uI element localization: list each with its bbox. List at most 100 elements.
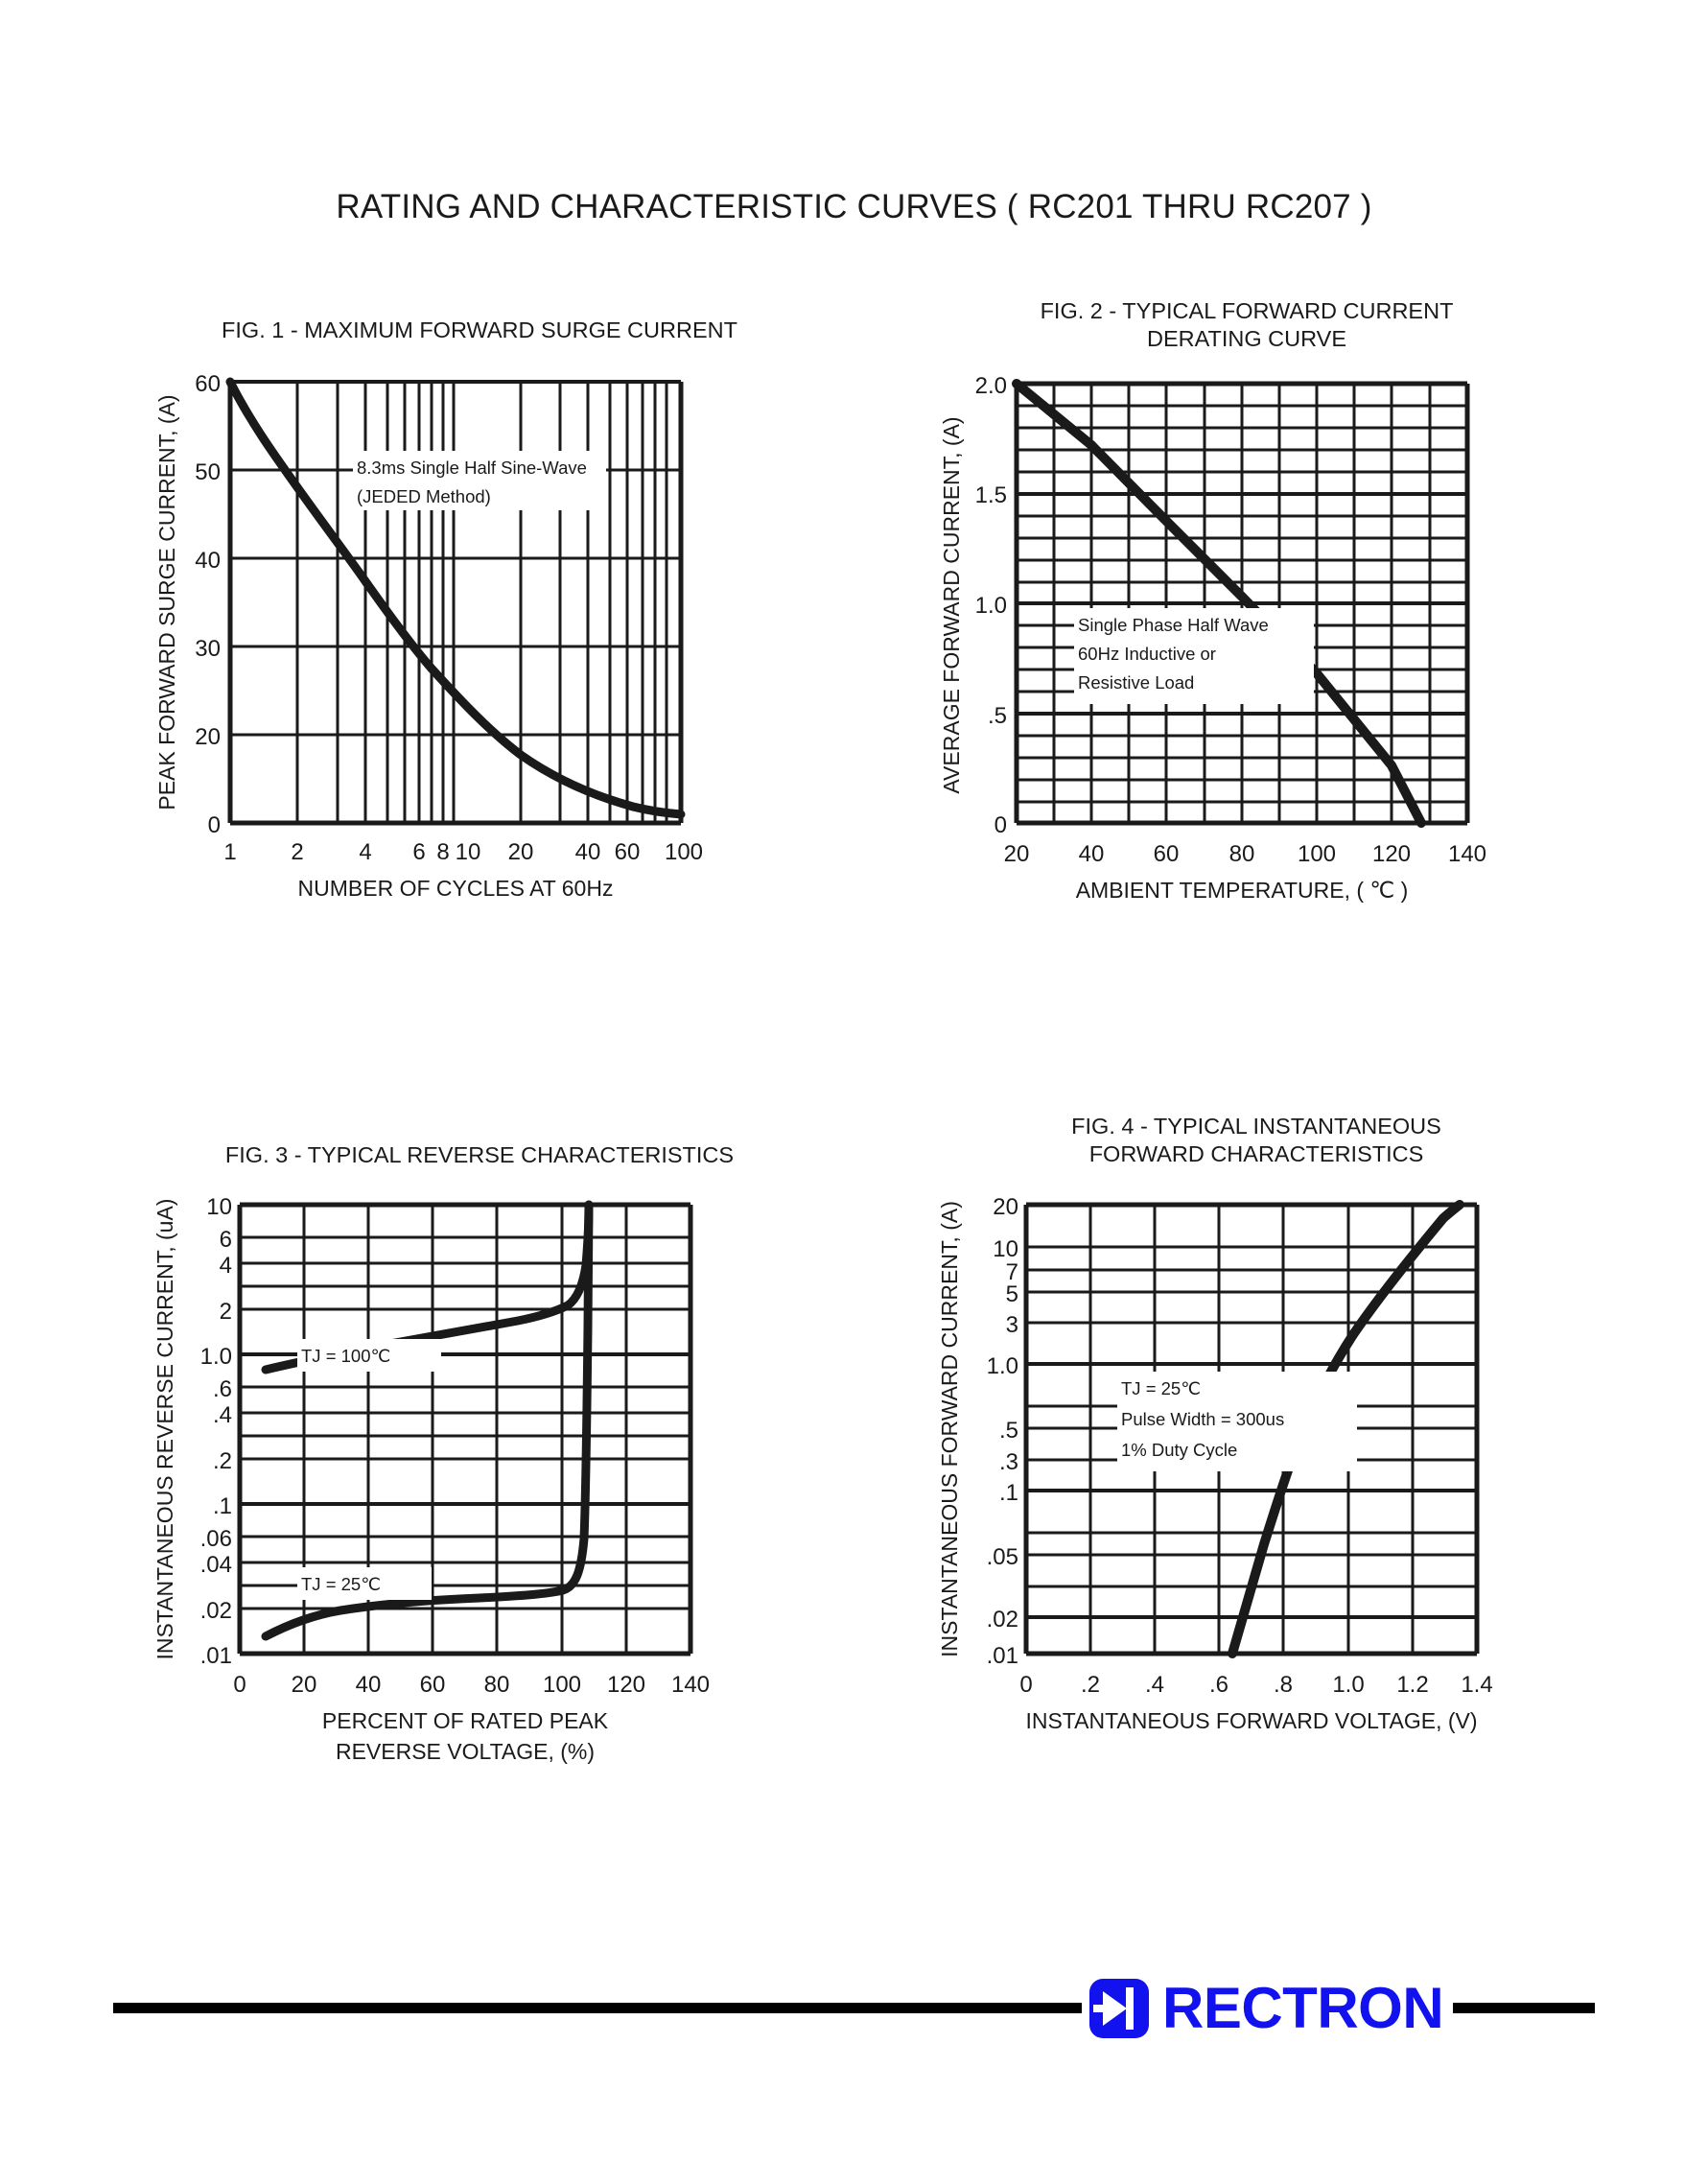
figure-3-x-tick-140: 140 <box>671 1672 710 1698</box>
diode-cathode-bar <box>1126 1987 1134 2030</box>
figure-2-grid <box>1014 381 1470 826</box>
figure-4-x-tick-0-8: .8 <box>1274 1672 1293 1698</box>
diode-icon <box>1089 1979 1149 2038</box>
figure-4-y-axis-label: INSTANTANEOUS FORWARD CURRENT, (A) <box>937 1201 962 1657</box>
figure-1-x-tick-10: 10 <box>456 839 481 865</box>
figure-2-title: FIG. 2 - TYPICAL FORWARD CURRENT DERATIN… <box>921 297 1573 352</box>
diode-triangle <box>1103 1991 1127 2026</box>
figure-1-plot: 8.3ms Single Half Sine-Wave (JEDED Metho… <box>144 363 815 1015</box>
figure-3-annotation-tj-100: TJ = 100℃ <box>297 1339 441 1372</box>
figure-4-x-tick-0: 0 <box>1019 1672 1032 1698</box>
figure-3-y-tick-2: 2 <box>220 1299 232 1325</box>
figure-3-annotation-tj-25-text: TJ = 25℃ <box>301 1574 381 1594</box>
figure-3-grid <box>237 1202 693 1656</box>
figure-1-x-axis-label: NUMBER OF CYCLES AT 60Hz <box>298 876 614 901</box>
brand-name: RECTRON <box>1162 1976 1444 2040</box>
figure-3-y-tick-6: 6 <box>220 1227 232 1253</box>
figure-1-title-line-1: FIG. 1 - MAXIMUM FORWARD SURGE CURRENT <box>222 317 737 342</box>
figure-1-x-tick-20: 20 <box>508 839 534 865</box>
figure-1-x-tick-6: 6 <box>412 839 425 865</box>
footer-divider <box>113 2003 1595 2013</box>
figure-1-y-axis-label: PEAK FORWARD SURGE CURRENT, (A) <box>154 394 179 810</box>
figure-3-x-tick-0: 0 <box>233 1672 246 1698</box>
figure-4-annotation-line-1: TJ = 25℃ <box>1121 1378 1201 1398</box>
figure-4-annotation-line-2: Pulse Width = 300us <box>1121 1409 1284 1429</box>
figure-2-y-ticks: 2.0 1.5 1.0 .5 0 <box>975 373 1007 838</box>
figure-1-annotation-line-1: 8.3ms Single Half Sine-Wave <box>357 458 587 478</box>
figure-3-y-tick-0-02: .02 <box>200 1598 232 1624</box>
figure-4-y-tick-20: 20 <box>993 1194 1018 1220</box>
diode-lead <box>1093 2005 1105 2012</box>
rectron-logo: RECTRON <box>1082 1953 1454 2064</box>
figure-3-y-ticks: 10 6 4 2 1.0 .6 .4 .2 .1 .06 .04 .02 .01 <box>200 1194 232 1669</box>
figure-3-y-tick-4: 4 <box>220 1253 232 1279</box>
figure-4-x-tick-0-4: .4 <box>1145 1672 1164 1698</box>
figure-2-x-tick-80: 80 <box>1229 841 1255 867</box>
figure-4-x-tick-0-2: .2 <box>1081 1672 1100 1698</box>
figure-2-title-line-2: DERATING CURVE <box>1146 325 1347 351</box>
figure-2-x-tick-100: 100 <box>1298 841 1336 867</box>
figure-1-x-ticks: 1 2 4 6 8 10 20 40 60 100 <box>223 839 703 865</box>
figure-4-annotation-line-3: 1% Duty Cycle <box>1121 1440 1237 1460</box>
figure-2-y-tick-1-0: 1.0 <box>975 593 1007 619</box>
figure-2-x-tick-40: 40 <box>1079 841 1105 867</box>
figure-1: FIG. 1 - MAXIMUM FORWARD SURGE CURRENT <box>144 317 815 1017</box>
figure-2-y-tick-0-5: .5 <box>988 703 1007 729</box>
figure-1-y-tick-0: 0 <box>208 812 221 838</box>
figure-4: FIG. 4 - TYPICAL INSTANTANEOUS FORWARD C… <box>921 1113 1611 1861</box>
figure-4-x-tick-0-6: .6 <box>1209 1672 1228 1698</box>
figure-3-y-tick-0-06: .06 <box>200 1526 232 1552</box>
figure-2-x-tick-60: 60 <box>1154 841 1180 867</box>
figure-3-x-tick-80: 80 <box>484 1672 510 1698</box>
figure-4-x-ticks: 0 .2 .4 .6 .8 1.0 1.2 1.4 <box>1019 1672 1492 1698</box>
figure-4-y-tick-0-3: .3 <box>999 1449 1018 1475</box>
figure-1-y-tick-20: 20 <box>195 724 221 750</box>
figure-1-x-tick-100: 100 <box>665 839 703 865</box>
figure-3-y-tick-0-2: .2 <box>213 1448 232 1474</box>
figure-2-curve <box>1012 379 1426 828</box>
figure-4-plot: TJ = 25℃ Pulse Width = 300us 1% Duty Cyc… <box>921 1184 1611 1855</box>
figure-4-y-tick-7: 7 <box>1006 1259 1018 1285</box>
figure-3-title-line-1: FIG. 3 - TYPICAL REVERSE CHARACTERISTICS <box>224 1142 735 1167</box>
figure-1-grid <box>227 380 684 826</box>
figure-1-y-ticks: 60 50 40 30 20 0 <box>195 371 221 838</box>
figure-4-title-line-2: FORWARD CHARACTERISTICS <box>1088 1140 1424 1166</box>
figure-1-y-tick-30: 30 <box>195 636 221 662</box>
figure-4-x-tick-1-2: 1.2 <box>1396 1672 1428 1698</box>
page-title: RATING AND CHARACTERISTIC CURVES ( RC201… <box>336 188 1372 225</box>
figure-4-y-tick-0-05: .05 <box>987 1544 1018 1570</box>
figure-1-annotation-line-2: (JEDED Method) <box>357 486 491 506</box>
figure-3-x-ticks: 0 20 40 60 80 100 120 140 <box>233 1672 710 1698</box>
figure-1-curve <box>225 377 686 819</box>
figure-3-annotation-tj-25: TJ = 25℃ <box>297 1567 432 1600</box>
figure-4-x-tick-1-0: 1.0 <box>1332 1672 1364 1698</box>
figure-1-y-tick-40: 40 <box>195 548 221 574</box>
figure-2-x-tick-120: 120 <box>1372 841 1411 867</box>
figure-4-y-tick-0-02: .02 <box>987 1607 1018 1632</box>
figure-2-title-line-1: FIG. 2 - TYPICAL FORWARD CURRENT <box>1040 298 1454 323</box>
figure-3-plot: TJ = 100℃ TJ = 25℃ 10 6 4 2 1.0 .6 .4 .2… <box>144 1184 834 1855</box>
figure-3-x-tick-120: 120 <box>607 1672 645 1698</box>
figure-2-x-ticks: 20 40 60 80 100 120 140 <box>1004 841 1486 867</box>
figure-2-annotation-line-3: Resistive Load <box>1078 672 1194 693</box>
figure-2-y-axis-label: AVERAGE FORWARD CURRENT, (A) <box>939 416 964 793</box>
figure-1-y-tick-60: 60 <box>195 371 221 397</box>
figure-4-annotation: TJ = 25℃ Pulse Width = 300us 1% Duty Cyc… <box>1117 1372 1357 1471</box>
figure-2-y-tick-1-5: 1.5 <box>975 482 1007 508</box>
figure-2-annotation-line-2: 60Hz Inductive or <box>1078 644 1216 664</box>
figure-4-y-tick-3: 3 <box>1006 1312 1018 1338</box>
figure-3-curve-tj-25 <box>261 1200 594 1641</box>
figure-4-y-tick-0-01: .01 <box>987 1643 1018 1669</box>
figure-3-y-tick-10: 10 <box>206 1194 232 1220</box>
figure-2-y-tick-0: 0 <box>994 812 1007 838</box>
figure-4-x-tick-1-4: 1.4 <box>1461 1672 1492 1698</box>
figure-4-y-tick-1-0: 1.0 <box>987 1353 1018 1379</box>
figure-2-annotation-line-1: Single Phase Half Wave <box>1078 615 1269 635</box>
figure-1-annotation: 8.3ms Single Half Sine-Wave (JEDED Metho… <box>353 451 606 510</box>
figure-3-x-tick-60: 60 <box>420 1672 446 1698</box>
figure-2-y-tick-2-0: 2.0 <box>975 373 1007 399</box>
figure-3: FIG. 3 - TYPICAL REVERSE CHARACTERISTICS <box>144 1141 834 1870</box>
figure-1-x-tick-2: 2 <box>291 839 303 865</box>
figure-1-x-tick-1: 1 <box>223 839 236 865</box>
figure-3-x-axis-label-line-1: PERCENT OF RATED PEAK <box>322 1708 609 1733</box>
